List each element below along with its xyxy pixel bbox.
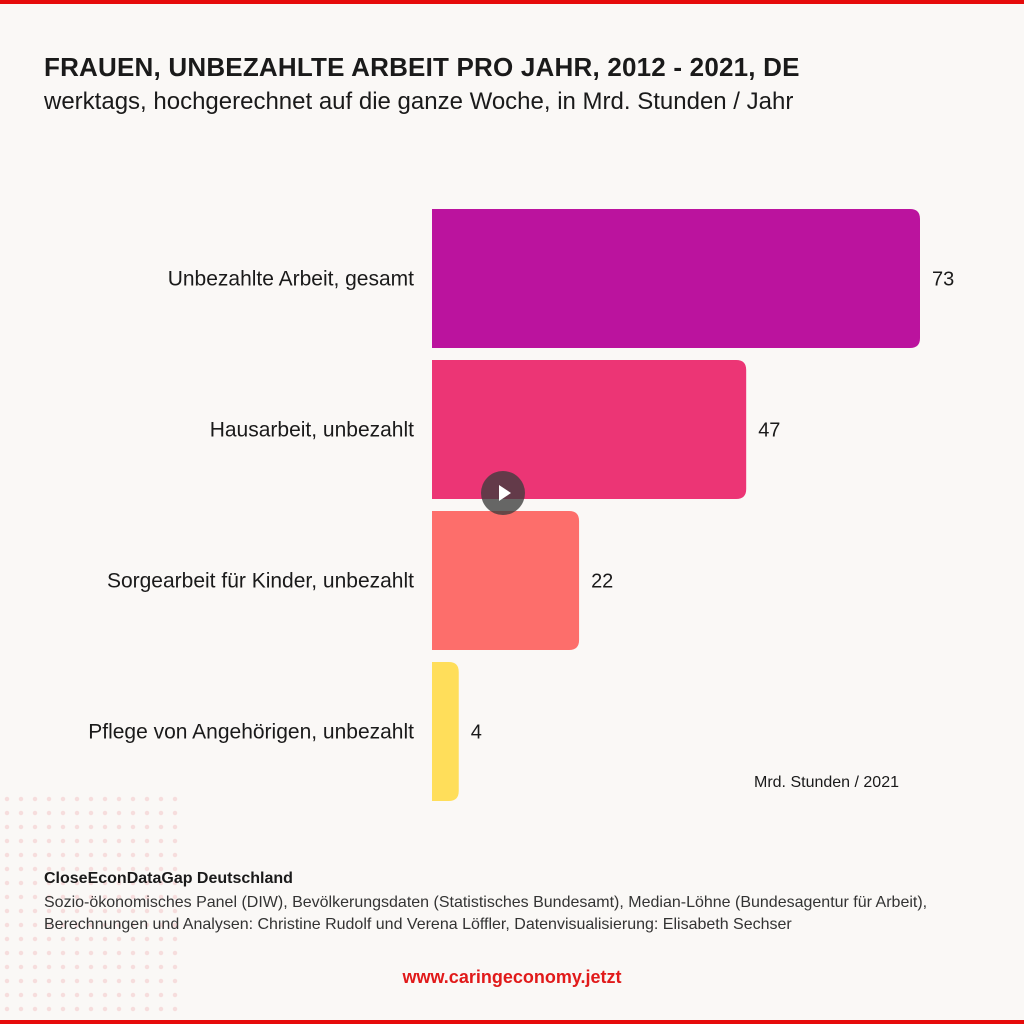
decorative-dot-pattern xyxy=(0,792,180,1012)
chart-title: FRAUEN, UNBEZAHLTE ARBEIT PRO JAHR, 2012… xyxy=(44,52,800,82)
value-label-1: 73 xyxy=(932,269,954,291)
play-icon xyxy=(499,485,511,501)
bar-2 xyxy=(432,360,747,499)
bar-1 xyxy=(432,209,920,348)
category-label-3: Sorgearbeit für Kinder, unbezahlt xyxy=(107,570,414,593)
source-heading: CloseEconDataGap Deutschland xyxy=(44,870,293,887)
category-label-2: Hausarbeit, unbezahlt xyxy=(210,419,414,442)
value-label-3: 22 xyxy=(591,571,613,593)
play-button[interactable] xyxy=(481,471,525,515)
value-label-4: 4 xyxy=(471,722,482,744)
website-link[interactable]: www.caringeconomy.jetzt xyxy=(402,967,622,987)
chart-subtitle: werktags, hochgerechnet auf die ganze Wo… xyxy=(44,88,794,115)
source-text: Sozio-ökonomisches Panel (DIW), Bevölker… xyxy=(44,894,928,933)
bottom-border xyxy=(0,1020,1024,1024)
value-label-2: 47 xyxy=(758,420,780,442)
category-label-1: Unbezahlte Arbeit, gesamt xyxy=(168,268,414,291)
bar-chart: Unbezahlte Arbeit, gesamt 73 Hausarbeit, u… xyxy=(88,209,954,801)
bar-4 xyxy=(432,662,459,801)
top-border xyxy=(0,0,1024,4)
bar-3 xyxy=(432,511,580,650)
unit-note: Mrd. Stunden / 2021 xyxy=(754,774,899,791)
category-label-4: Pflege von Angehörigen, unbezahlt xyxy=(88,721,414,744)
